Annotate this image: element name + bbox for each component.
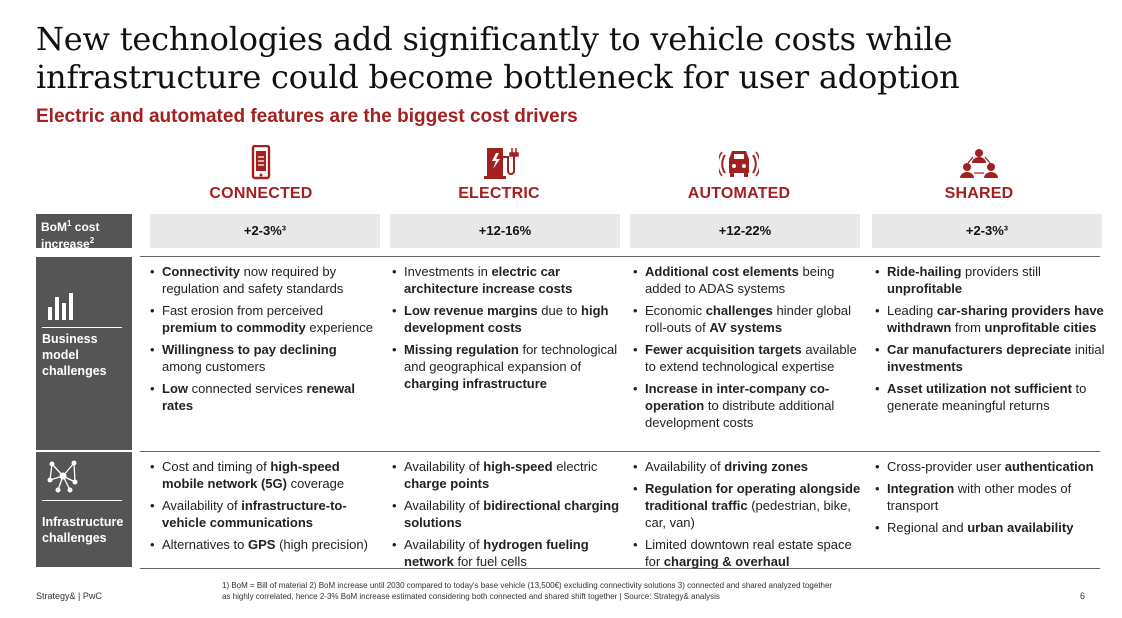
bullet-item: Fast erosion from perceived premium to c… [148, 302, 380, 336]
charging-station-icon [484, 148, 519, 179]
bullet-item: Cross-provider user authentication [873, 458, 1105, 475]
infra-cell-shared: Cross-provider user authentication Integr… [873, 458, 1105, 541]
bullet-item: Regional and urban availability [873, 519, 1105, 536]
column-title: SHARED [944, 185, 1014, 202]
bullet-item: Cost and timing of high-speed mobile net… [148, 458, 380, 492]
bullet-item: Availability of bidirectional charging s… [390, 497, 622, 531]
row-label-infrastructure: Infrastructure challenges [36, 452, 132, 567]
business-cell-automated: Additional cost elements being added to … [631, 263, 863, 436]
bullet-item: Investments in electric car architecture… [390, 263, 622, 297]
infra-cell-automated: Availability of driving zones Regulation … [631, 458, 863, 575]
bullet-item: Leading car-sharing providers have withd… [873, 302, 1105, 336]
bullet-item: Connectivity now required by regulation … [148, 263, 380, 297]
shared-users-icon [960, 149, 998, 178]
smartphone-icon [251, 145, 271, 180]
row-divider [140, 451, 1100, 452]
bullet-item: Alternatives to GPS (high precision) [148, 536, 380, 553]
row-divider [140, 256, 1100, 257]
column-header-automated: AUTOMATED [624, 145, 854, 203]
infra-cell-electric: Availability of high-speed electric char… [390, 458, 622, 575]
autonomous-car-icon [719, 151, 759, 177]
bullet-item: Low connected services renewal rates [148, 380, 380, 414]
business-cell-connected: Connectivity now required by regulation … [148, 263, 380, 419]
bullet-item: Integration with other modes of transpor… [873, 480, 1105, 514]
page-title: New technologies add significantly to ve… [36, 20, 1096, 96]
page-subtitle: Electric and automated features are the … [36, 106, 578, 127]
bullet-item: Missing regulation for technological and… [390, 341, 622, 392]
bom-value-electric: +12-16% [390, 214, 620, 248]
column-header-connected: CONNECTED [146, 145, 376, 203]
bom-cost-increase-label: BoM1 cost increase2 [36, 214, 132, 251]
bullet-item: Availability of infrastructure-to-vehicl… [148, 497, 380, 531]
label-separator [42, 327, 122, 328]
bar-chart-icon [48, 293, 73, 320]
bullet-item: Availability of high-speed electric char… [390, 458, 622, 492]
row-label-business-model: Business model challenges [36, 257, 132, 450]
bom-value-connected: +2-3%³ [150, 214, 380, 248]
bullet-item: Asset utilization not sufficient to gene… [873, 380, 1105, 414]
bullet-item: Fewer acquisition targets available to e… [631, 341, 863, 375]
column-title: AUTOMATED [687, 185, 791, 202]
bom-value-automated: +12-22% [630, 214, 860, 248]
business-cell-electric: Investments in electric car architecture… [390, 263, 622, 397]
row-label-text: Infrastructure challenges [42, 515, 124, 545]
column-header-shared: SHARED [864, 145, 1094, 203]
network-icon [47, 460, 78, 493]
bullet-item: Increase in inter-company co-operation t… [631, 380, 863, 431]
bom-value-shared: +2-3%³ [872, 214, 1102, 248]
title-line-1: New technologies add significantly to ve… [36, 20, 953, 58]
business-cell-shared: Ride-hailing providers still unprofitabl… [873, 263, 1105, 419]
column-title: CONNECTED [209, 185, 313, 202]
row-label-text: Business model challenges [42, 332, 107, 378]
column-header-electric: ELECTRIC [384, 145, 614, 203]
bullet-item: Additional cost elements being added to … [631, 263, 863, 297]
bullet-item: Willingness to pay declining among custo… [148, 341, 380, 375]
page-number: 6 [1080, 591, 1086, 601]
bullet-item: Low revenue margins due to high developm… [390, 302, 622, 336]
bullet-item: Car manufacturers depreciate initial inv… [873, 341, 1105, 375]
bullet-item: Regulation for operating alongside tradi… [631, 480, 863, 531]
column-title: ELECTRIC [458, 185, 540, 202]
footnote: 1) BoM = Bill of material 2) BoM increas… [222, 581, 833, 601]
title-line-2: infrastructure could become bottleneck f… [36, 58, 960, 96]
bullet-item: Economic challenges hinder global roll-o… [631, 302, 863, 336]
footer-brand: Strategy& | PwC [36, 591, 102, 601]
bullet-item: Availability of driving zones [631, 458, 863, 475]
bullet-item: Limited downtown real estate space for c… [631, 536, 863, 570]
bullet-item: Availability of hydrogen fueling network… [390, 536, 622, 570]
label-separator [42, 500, 122, 501]
infra-cell-connected: Cost and timing of high-speed mobile net… [148, 458, 380, 558]
bullet-item: Ride-hailing providers still unprofitabl… [873, 263, 1105, 297]
